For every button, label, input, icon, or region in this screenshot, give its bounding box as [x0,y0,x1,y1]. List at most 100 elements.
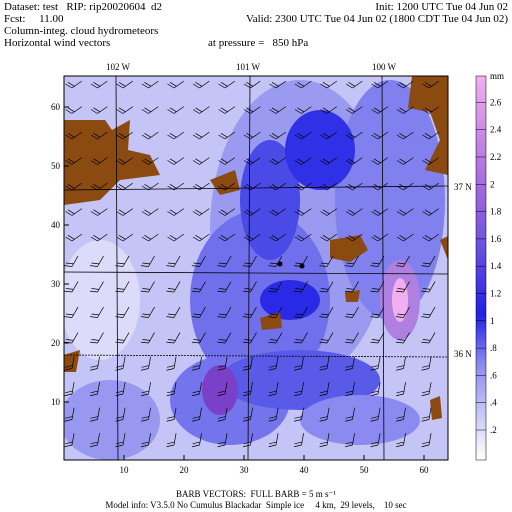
wind-barb [141,131,159,140]
wind-barb [268,382,279,397]
wind-barb [90,157,108,165]
wind-barb [218,131,236,140]
wind-barb [217,281,232,293]
lon-label: 102 W [106,62,131,72]
wind-barb [269,131,287,140]
wind-barb [65,208,83,216]
wind-barb [421,306,436,318]
wind-barb [192,382,202,397]
wind-barb [320,233,338,242]
wind-barb [320,131,338,140]
wind-barb [396,208,414,216]
wind-barb [192,233,210,242]
wind-barb [268,306,283,318]
wind-barb [320,208,338,216]
wind-barb [90,233,108,242]
colorbar-label: 2.4 [490,125,502,135]
wind-barb [64,255,79,267]
level: at pressure = 850 hPa [208,37,308,49]
wind-barb [345,407,355,422]
wind-barb [319,281,334,293]
wind-barb [218,106,236,114]
wind-barb [166,407,177,422]
wind-barb [192,433,202,448]
wind-barb [345,356,355,371]
wind-barb [319,332,334,344]
wind-barb [345,433,355,448]
wind-barb [344,332,359,344]
vectors: Horizontal wind vectors [4,37,110,49]
wind-barb [116,208,134,216]
wind-barb [218,157,236,165]
wind-barb [64,281,79,293]
wind-barb [115,281,130,293]
wind-barb [167,208,185,216]
wind-barb [370,356,381,371]
wind-barb [422,80,440,89]
colorbar-label: 2 [490,179,495,189]
y-tick-label: 10 [51,397,61,407]
wind-barb [166,255,181,267]
x-tick-label: 20 [180,465,190,475]
plot-frame [63,75,449,461]
wind-barb [141,106,159,114]
colorbar-label: 1 [490,316,495,326]
wind-barb [371,157,389,165]
wind-barb [320,106,338,114]
wind-barb [319,433,330,448]
wind-barb [395,255,410,267]
wind-barb [370,382,381,397]
wind-barb [217,255,232,267]
wind-barb [89,281,104,293]
wind-barb [90,356,100,371]
colorbar-label: .6 [490,370,497,380]
wind-barb [192,208,210,216]
wind-barb [421,332,436,344]
wind-barb [65,131,83,140]
colorbar-label: .2 [490,425,497,435]
lon-label: 100 W [372,62,397,72]
wind-barb [294,382,304,397]
y-tick-label: 20 [51,338,61,348]
wind-barb [167,106,185,114]
wind-barb [90,433,100,448]
wind-barb [191,306,206,318]
wind-barb [268,255,283,267]
wind-barb [191,281,206,293]
wind-barb [166,332,181,344]
wind-barb [218,233,236,242]
wind-barb [268,356,279,371]
wind-barb [319,255,334,267]
wind-barb [344,255,359,267]
wind-barb [167,131,185,140]
wind-barb [242,306,257,318]
wind-barb [64,433,75,448]
wind-barb [166,306,181,318]
wind-barb [294,233,312,242]
wind-barb [371,106,389,114]
wind-barb [65,157,83,165]
init: Init: 1200 UTC Tue 04 Jun 02 [375,1,508,13]
wind-barb [422,106,440,114]
wind-barb [140,332,155,344]
wind-barb [345,106,363,114]
wind-barb [217,356,228,371]
wind-barb [141,80,159,89]
barb-note: BARB VECTORS: FULL BARB = 5 m s⁻¹ [176,489,336,499]
wind-barb [90,106,108,114]
wind-barb [268,332,283,344]
wind-barb [243,407,253,422]
wind-barb [294,407,304,422]
wind-barb [293,332,308,344]
field: Column-integ. cloud hydrometeors [4,25,158,37]
wind-barb [421,433,432,448]
wind-barb [421,281,436,293]
wind-barb [116,233,134,242]
wind-barb [320,157,338,165]
wind-barb [192,106,210,114]
wind-barb [217,332,232,344]
wind-barb [90,382,100,397]
wind-barb [218,208,236,216]
wind-barb [294,157,312,165]
wind-barb [65,106,83,114]
